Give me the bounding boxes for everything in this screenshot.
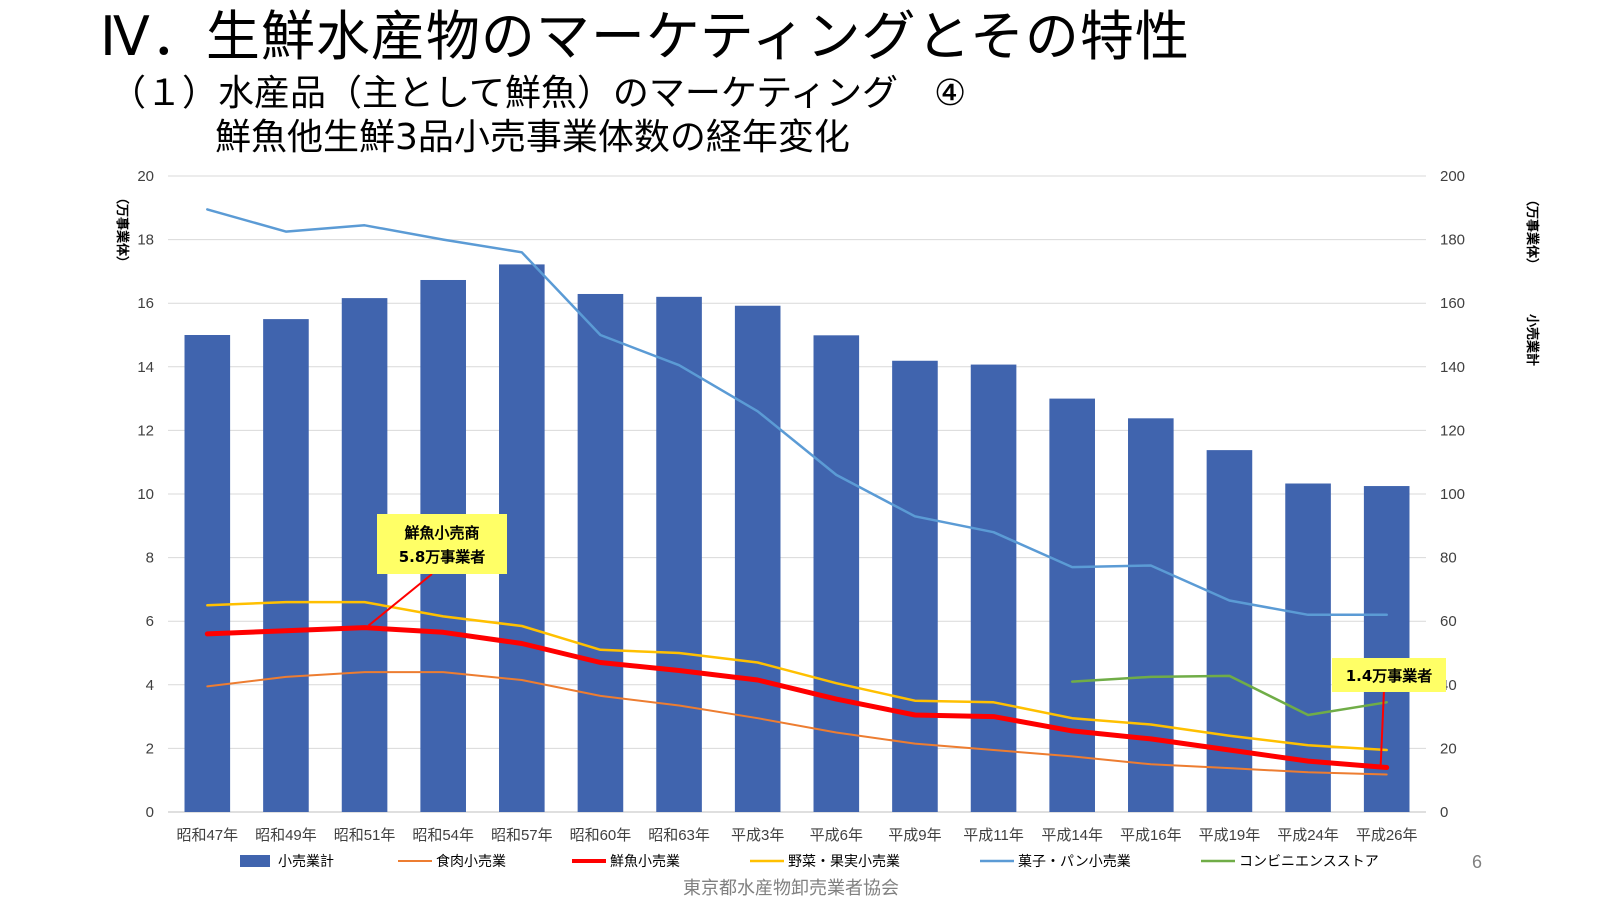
bar	[577, 293, 624, 812]
right-tick-label: 140	[1440, 359, 1465, 376]
right-axis-title: 小売業計	[1524, 314, 1540, 366]
legend-label: 野菜・果実小売業	[788, 854, 900, 870]
page-number: 6	[1472, 852, 1483, 872]
bar-series	[184, 264, 1410, 813]
x-axis-ticks: 昭和47年 昭和49年 昭和51年 昭和54年 昭和57年 昭和60年 昭和63年 平成3年 平…	[176, 827, 1417, 844]
callout-leader	[367, 573, 433, 627]
series-line	[204, 625, 1390, 770]
bar	[970, 364, 1017, 812]
right-tick-label: 120	[1440, 422, 1465, 439]
right-tick-label: 20	[1440, 740, 1457, 757]
bar	[813, 335, 860, 812]
bar	[892, 360, 938, 812]
left-tick-label: 8	[146, 550, 154, 567]
callout-label: 1.4万事業者	[1346, 667, 1433, 685]
bar	[1206, 450, 1253, 812]
left-tick-label: 4	[146, 677, 154, 694]
x-tick-label: 平成16年	[1120, 827, 1182, 844]
left-axis-ticks: 0 2 4 6 8 10 12 14 16 18 20	[137, 168, 154, 821]
right-tick-label: 80	[1440, 550, 1457, 567]
left-tick-label: 12	[137, 422, 154, 439]
x-tick-label: 平成9年	[888, 827, 941, 844]
x-tick-label: 昭和51年	[334, 827, 396, 844]
x-tick-label: 昭和60年	[570, 827, 632, 844]
left-axis-title: （万事業体）	[114, 191, 130, 269]
x-tick-label: 平成14年	[1041, 827, 1103, 844]
x-tick-label: 平成24年	[1277, 827, 1339, 844]
x-tick-label: 昭和54年	[412, 827, 474, 844]
slide-title: Ⅳ．生鮮水産物のマーケティングとその特性	[100, 5, 1190, 68]
left-tick-label: 16	[137, 295, 154, 312]
legend-swatch	[240, 855, 270, 867]
series-line	[206, 208, 1388, 617]
callout-label: 鮮魚小売商	[404, 524, 479, 542]
x-tick-label: 平成11年	[963, 827, 1024, 844]
x-tick-label: 昭和49年	[255, 827, 317, 844]
legend: 小売業計 食肉小売業 鮮魚小売業 野菜・果実小売業 菓子・パン小売業 コンビニエンスストア	[240, 853, 1379, 870]
x-tick-label: 昭和47年	[176, 827, 238, 844]
callout-box	[1332, 658, 1446, 692]
slide-subtitle: （１）水産品（主として鮮魚）のマーケティング ④	[110, 73, 967, 114]
callout-label: 5.8万事業者	[399, 548, 486, 566]
series-line	[1070, 674, 1388, 717]
right-axis-units: （万事業体）	[1524, 193, 1540, 271]
left-tick-label: 14	[137, 359, 154, 376]
right-tick-label: 160	[1440, 295, 1465, 312]
bar	[656, 296, 702, 813]
line-series	[204, 208, 1390, 776]
bar	[734, 305, 781, 812]
bar	[184, 335, 231, 812]
bar	[263, 319, 309, 812]
legend-label: 食肉小売業	[436, 853, 506, 870]
series-line	[206, 600, 1388, 752]
callouts: 鮮魚小売商 5.8万事業者 1.4万事業者	[367, 514, 1446, 766]
legend-label: 小売業計	[278, 854, 334, 870]
callout-box	[377, 514, 507, 574]
legend-label: 鮮魚小売業	[610, 854, 680, 870]
x-tick-label: 昭和63年	[648, 827, 710, 844]
left-tick-label: 2	[146, 740, 154, 757]
x-tick-label: 平成26年	[1356, 827, 1418, 844]
left-tick-label: 10	[137, 486, 154, 503]
x-tick-label: 昭和57年	[491, 827, 553, 844]
bar	[1049, 398, 1095, 812]
x-tick-label: 平成19年	[1199, 827, 1261, 844]
x-tick-label: 平成3年	[731, 827, 784, 844]
chart-title: 鮮魚他生鮮3品小売事業体数の経年変化	[215, 117, 850, 158]
right-tick-label: 60	[1440, 613, 1457, 630]
right-tick-label: 0	[1440, 804, 1448, 821]
bar	[1363, 486, 1410, 812]
left-tick-label: 0	[146, 804, 154, 821]
left-tick-label: 18	[137, 232, 154, 249]
legend-label: コンビニエンスストア	[1239, 854, 1379, 870]
callout-leader	[1379, 689, 1385, 766]
right-tick-label: 180	[1440, 232, 1465, 249]
x-tick-label: 平成6年	[810, 827, 863, 844]
footer-text: 東京都水産物卸売業者協会	[683, 878, 899, 899]
left-tick-label: 6	[146, 613, 154, 630]
right-tick-label: 200	[1440, 168, 1465, 185]
legend-label: 菓子・パン小売業	[1018, 854, 1131, 870]
series-line	[206, 671, 1388, 776]
bar	[1128, 418, 1174, 812]
left-tick-label: 20	[137, 168, 154, 185]
right-tick-label: 100	[1440, 486, 1465, 503]
